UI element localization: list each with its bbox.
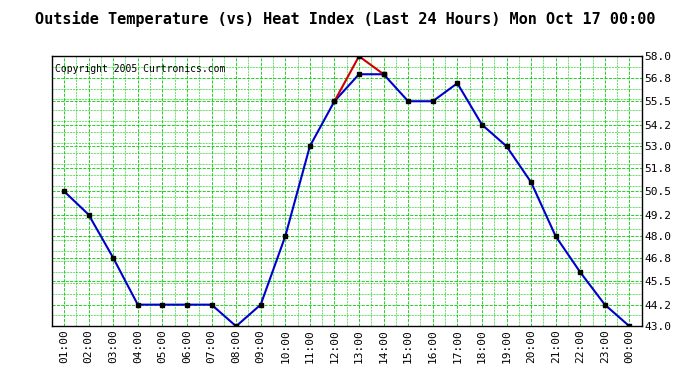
Text: Copyright 2005 Curtronics.com: Copyright 2005 Curtronics.com (55, 64, 225, 74)
Text: Outside Temperature (vs) Heat Index (Last 24 Hours) Mon Oct 17 00:00: Outside Temperature (vs) Heat Index (Las… (34, 11, 655, 27)
